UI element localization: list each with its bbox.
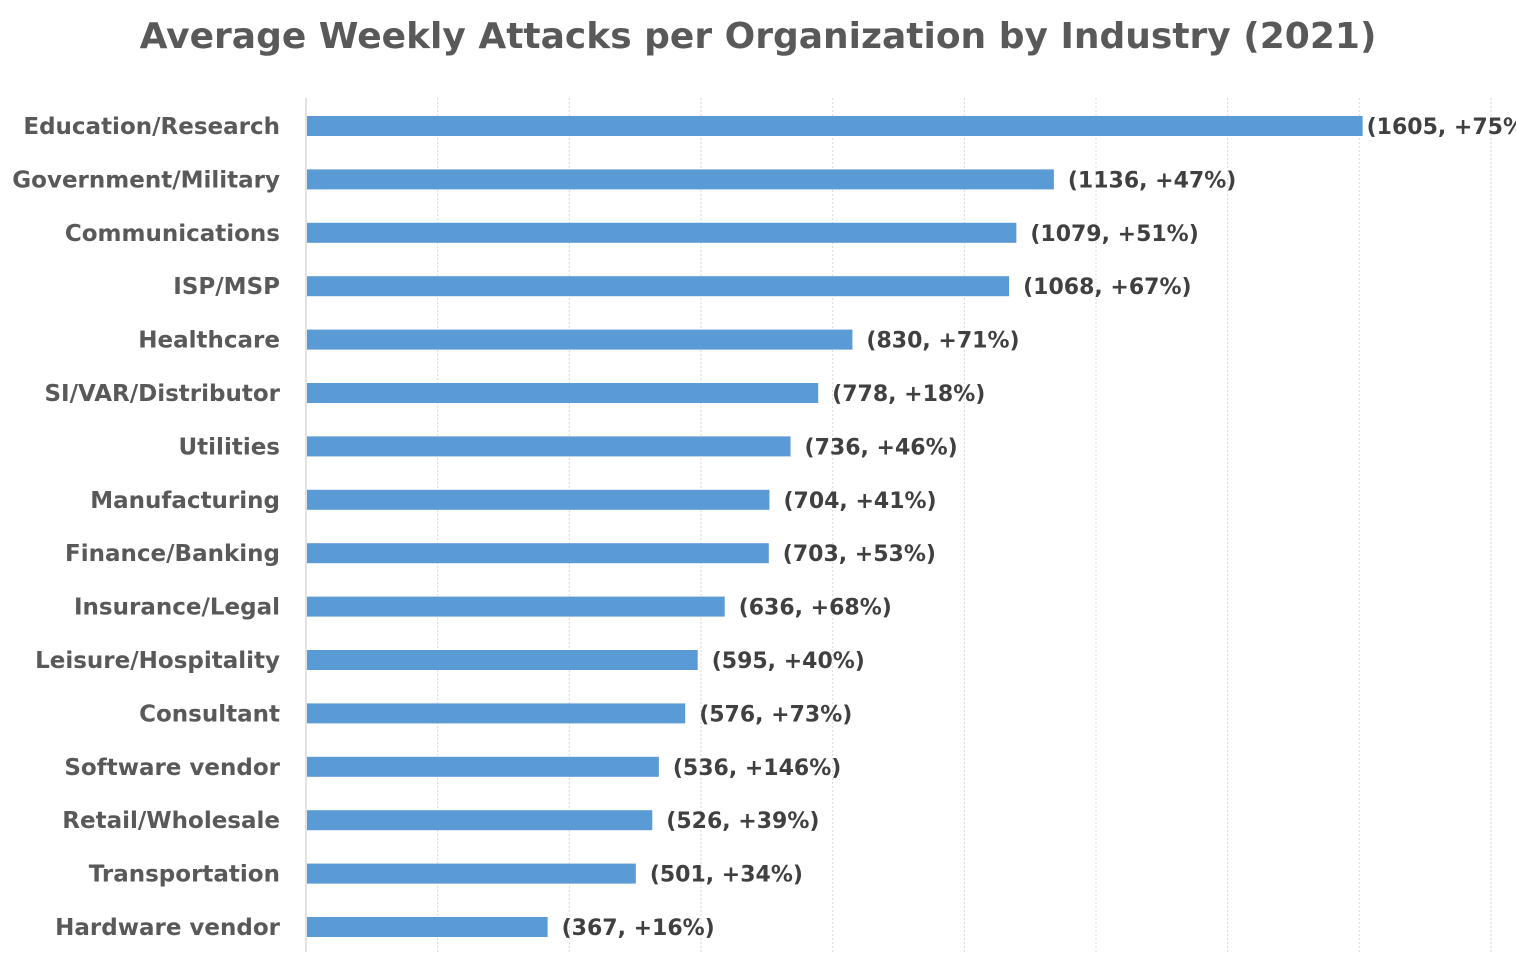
bar: [307, 810, 653, 831]
bar: [307, 917, 548, 937]
bar: [307, 863, 636, 884]
data-label: (595, +40%): [712, 649, 865, 674]
category-label: Retail/Wholesale: [62, 808, 280, 834]
data-label: (501, +34%): [650, 863, 803, 888]
bar: [307, 650, 698, 670]
bars: [307, 116, 1363, 937]
category-labels: Education/Research Government/Military Com…: [12, 114, 280, 941]
bar: [307, 596, 725, 617]
bar: [307, 222, 1017, 243]
bar: [307, 276, 1010, 297]
bar: [307, 169, 1054, 190]
data-label: (1136, +47%): [1068, 168, 1236, 193]
category-label: Leisure/Hospitality: [35, 648, 280, 674]
data-label: (778, +18%): [832, 382, 985, 407]
category-label: Hardware vendor: [55, 915, 281, 941]
data-label: (736, +46%): [805, 435, 958, 460]
data-label: (1068, +67%): [1023, 275, 1191, 300]
category-label: Education/Research: [23, 114, 280, 140]
bar: [307, 543, 769, 564]
category-label: SI/VAR/Distributor: [44, 381, 280, 407]
bar: [307, 489, 770, 510]
bar: [307, 436, 791, 457]
bar: [307, 383, 819, 403]
chart-title: Average Weekly Attacks per Organization …: [139, 16, 1377, 57]
data-label: (1079, +51%): [1030, 222, 1198, 247]
data-label: (367, +16%): [562, 916, 715, 941]
bar: [307, 329, 853, 350]
category-label: Insurance/Legal: [74, 595, 280, 621]
category-label: Government/Military: [12, 167, 280, 193]
data-label: (636, +68%): [739, 596, 892, 621]
data-label: (526, +39%): [666, 809, 819, 834]
bar: [307, 756, 659, 777]
data-label: (703, +53%): [783, 542, 936, 567]
bar: [307, 116, 1363, 136]
data-label: (830, +71%): [866, 329, 1019, 354]
category-label: ISP/MSP: [173, 274, 280, 300]
data-label: (536, +146%): [673, 756, 841, 781]
data-label: (1605, +75%): [1367, 115, 1516, 140]
category-label: Finance/Banking: [65, 541, 280, 567]
category-label: Manufacturing: [90, 488, 280, 514]
data-label: (704, +41%): [783, 489, 936, 514]
category-label: Communications: [65, 221, 280, 247]
category-label: Healthcare: [138, 328, 280, 354]
category-label: Consultant: [139, 701, 280, 727]
category-label: Software vendor: [64, 755, 280, 781]
data-labels: (1605, +75%) (1136, +47%) (1079, +51%) (106…: [562, 115, 1516, 941]
category-label: Utilities: [179, 434, 281, 460]
bar: [307, 703, 686, 724]
category-label: Transportation: [89, 862, 280, 888]
gridlines: [305, 98, 1492, 952]
data-label: (576, +73%): [699, 702, 852, 727]
